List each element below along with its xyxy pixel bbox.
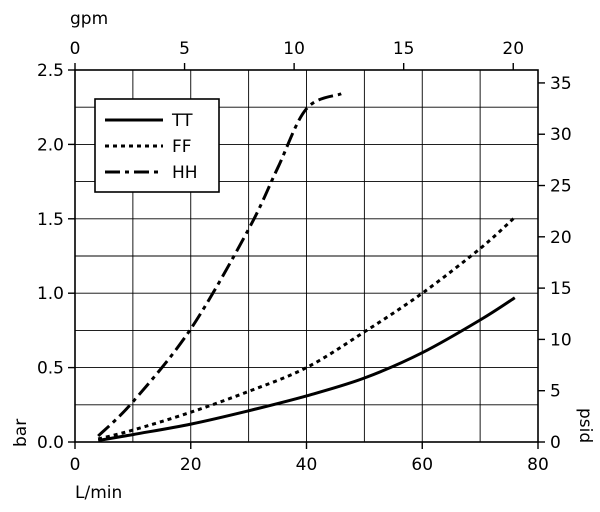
y-tick-label: 1.0 bbox=[37, 284, 64, 304]
series-layer bbox=[97, 92, 516, 442]
top-tick-label: 5 bbox=[179, 39, 190, 59]
ticks: 0 20 40 60 800 5 10 15 200.00.51.01.52.02.505101… bbox=[37, 39, 572, 475]
x-tick-label: 80 bbox=[527, 455, 549, 475]
series-ff-line bbox=[97, 216, 516, 441]
right-axis-label: psid bbox=[575, 408, 595, 443]
x-tick-label: 0 bbox=[70, 455, 81, 475]
x-tick-label: 40 bbox=[296, 455, 318, 475]
series-hh-line bbox=[97, 92, 342, 438]
top-axis-label: gpm bbox=[70, 9, 108, 29]
top-tick-label: 0 bbox=[70, 39, 81, 59]
right-tick-label: 15 bbox=[550, 279, 572, 299]
y-tick-label: 1.5 bbox=[37, 210, 64, 230]
right-tick-label: 30 bbox=[550, 125, 572, 145]
right-tick-label: 5 bbox=[550, 382, 561, 402]
right-tick-label: 25 bbox=[550, 177, 572, 197]
right-tick-label: 35 bbox=[550, 74, 572, 94]
top-tick-label: 10 bbox=[283, 39, 305, 59]
right-tick-label: 20 bbox=[550, 228, 572, 248]
legend-label-ff: FF bbox=[172, 137, 192, 157]
x-tick-label: 60 bbox=[411, 455, 433, 475]
legend: TT FF HH bbox=[94, 98, 220, 193]
grid bbox=[75, 70, 538, 442]
x-tick-label: 20 bbox=[180, 455, 202, 475]
x-axis-label: L/min bbox=[75, 483, 122, 503]
legend-label-tt: TT bbox=[171, 111, 193, 131]
top-tick-label: 20 bbox=[502, 39, 524, 59]
y-tick-label: 2.5 bbox=[37, 61, 64, 81]
right-tick-label: 0 bbox=[550, 433, 561, 453]
y-axis-label: bar bbox=[11, 419, 31, 447]
y-tick-label: 0.0 bbox=[37, 433, 64, 453]
y-tick-label: 2.0 bbox=[37, 135, 64, 155]
top-tick-label: 15 bbox=[393, 39, 415, 59]
series-tt-line bbox=[97, 296, 516, 442]
right-tick-label: 10 bbox=[550, 330, 572, 350]
legend-label-hh: HH bbox=[172, 163, 198, 183]
y-tick-label: 0.5 bbox=[37, 359, 64, 379]
